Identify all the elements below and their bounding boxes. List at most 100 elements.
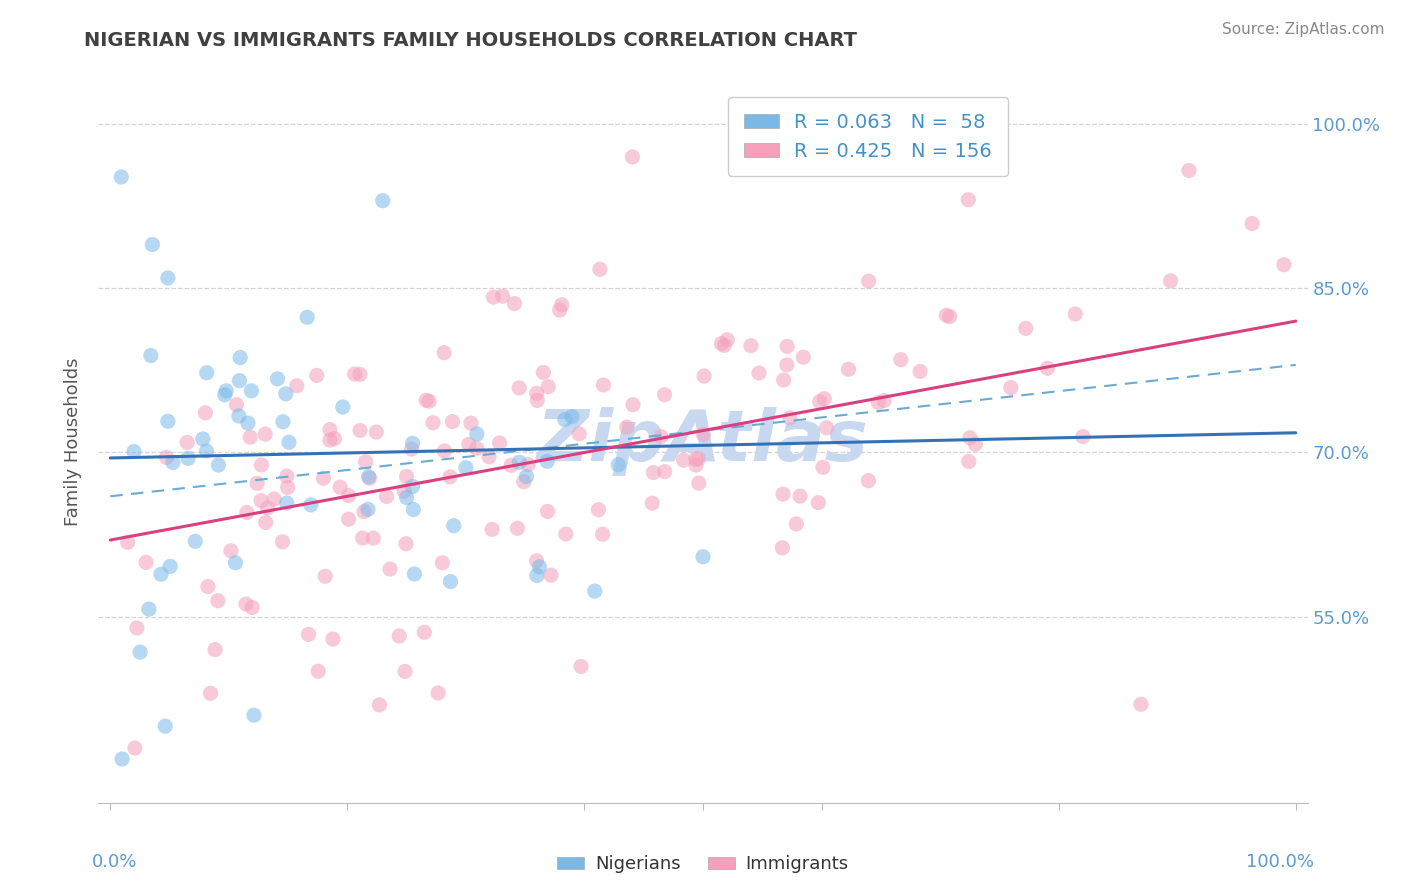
- Point: [353, 505, 375, 519]
- Point: [125, 621, 148, 635]
- Point: [616, 420, 638, 434]
- Point: [439, 574, 461, 589]
- Point: [117, 535, 139, 549]
- Point: [688, 476, 710, 491]
- Point: [111, 752, 134, 766]
- Point: [427, 686, 450, 700]
- Point: [271, 534, 294, 549]
- Point: [337, 512, 360, 526]
- Point: [813, 392, 835, 406]
- Point: [508, 381, 530, 395]
- Point: [285, 378, 308, 392]
- Point: [214, 388, 236, 402]
- Point: [159, 559, 181, 574]
- Point: [716, 333, 738, 347]
- Point: [349, 424, 371, 438]
- Point: [254, 516, 277, 530]
- Point: [256, 500, 278, 515]
- Point: [394, 665, 416, 679]
- Point: [501, 458, 523, 473]
- Point: [776, 358, 799, 372]
- Point: [776, 339, 799, 353]
- Point: [526, 554, 548, 568]
- Point: [959, 431, 981, 445]
- Point: [228, 409, 250, 423]
- Point: [792, 350, 814, 364]
- Point: [263, 491, 285, 506]
- Point: [1015, 321, 1038, 335]
- Point: [197, 580, 219, 594]
- Point: [176, 435, 198, 450]
- Legend: Nigerians, Immigrants: Nigerians, Immigrants: [550, 848, 856, 880]
- Point: [250, 493, 273, 508]
- Point: [531, 366, 554, 380]
- Point: [772, 487, 794, 501]
- Point: [554, 527, 576, 541]
- Point: [515, 469, 537, 483]
- Point: [191, 432, 214, 446]
- Point: [204, 642, 226, 657]
- Point: [332, 400, 354, 414]
- Point: [1036, 361, 1059, 376]
- Point: [685, 452, 707, 467]
- Point: [621, 150, 644, 164]
- Text: ZipAtlas: ZipAtlas: [537, 407, 869, 476]
- Point: [526, 568, 548, 582]
- Point: [184, 534, 207, 549]
- Point: [138, 602, 160, 616]
- Point: [491, 289, 513, 303]
- Text: 0.0%: 0.0%: [93, 854, 138, 871]
- Point: [395, 491, 418, 505]
- Point: [654, 388, 676, 402]
- Point: [156, 271, 179, 285]
- Point: [207, 458, 229, 472]
- Point: [517, 458, 540, 472]
- Point: [508, 455, 530, 469]
- Point: [236, 416, 259, 430]
- Point: [322, 632, 344, 646]
- Point: [314, 569, 336, 583]
- Point: [568, 426, 591, 441]
- Point: [368, 698, 391, 712]
- Point: [337, 489, 360, 503]
- Point: [592, 527, 614, 541]
- Point: [319, 423, 342, 437]
- Point: [254, 427, 277, 442]
- Point: [465, 427, 488, 442]
- Point: [688, 451, 710, 466]
- Point: [808, 394, 831, 409]
- Point: [957, 193, 980, 207]
- Point: [415, 393, 437, 408]
- Point: [785, 516, 807, 531]
- Point: [772, 373, 794, 387]
- Point: [561, 409, 583, 424]
- Point: [122, 444, 145, 458]
- Point: [965, 437, 987, 451]
- Point: [271, 415, 294, 429]
- Point: [401, 442, 423, 456]
- Point: [506, 521, 529, 535]
- Point: [536, 504, 558, 518]
- Point: [225, 398, 247, 412]
- Point: [935, 309, 957, 323]
- Point: [266, 372, 288, 386]
- Point: [366, 425, 388, 439]
- Point: [868, 395, 890, 409]
- Point: [692, 549, 714, 564]
- Point: [243, 708, 266, 723]
- Point: [395, 537, 418, 551]
- Point: [1071, 430, 1094, 444]
- Point: [1241, 217, 1264, 231]
- Point: [439, 470, 461, 484]
- Point: [433, 444, 456, 458]
- Text: Source: ZipAtlas.com: Source: ZipAtlas.com: [1222, 22, 1385, 37]
- Point: [155, 450, 177, 465]
- Point: [890, 352, 912, 367]
- Point: [363, 531, 385, 545]
- Point: [893, 139, 915, 153]
- Point: [354, 455, 377, 469]
- Point: [540, 568, 562, 582]
- Point: [141, 237, 163, 252]
- Point: [388, 629, 411, 643]
- Point: [1064, 307, 1087, 321]
